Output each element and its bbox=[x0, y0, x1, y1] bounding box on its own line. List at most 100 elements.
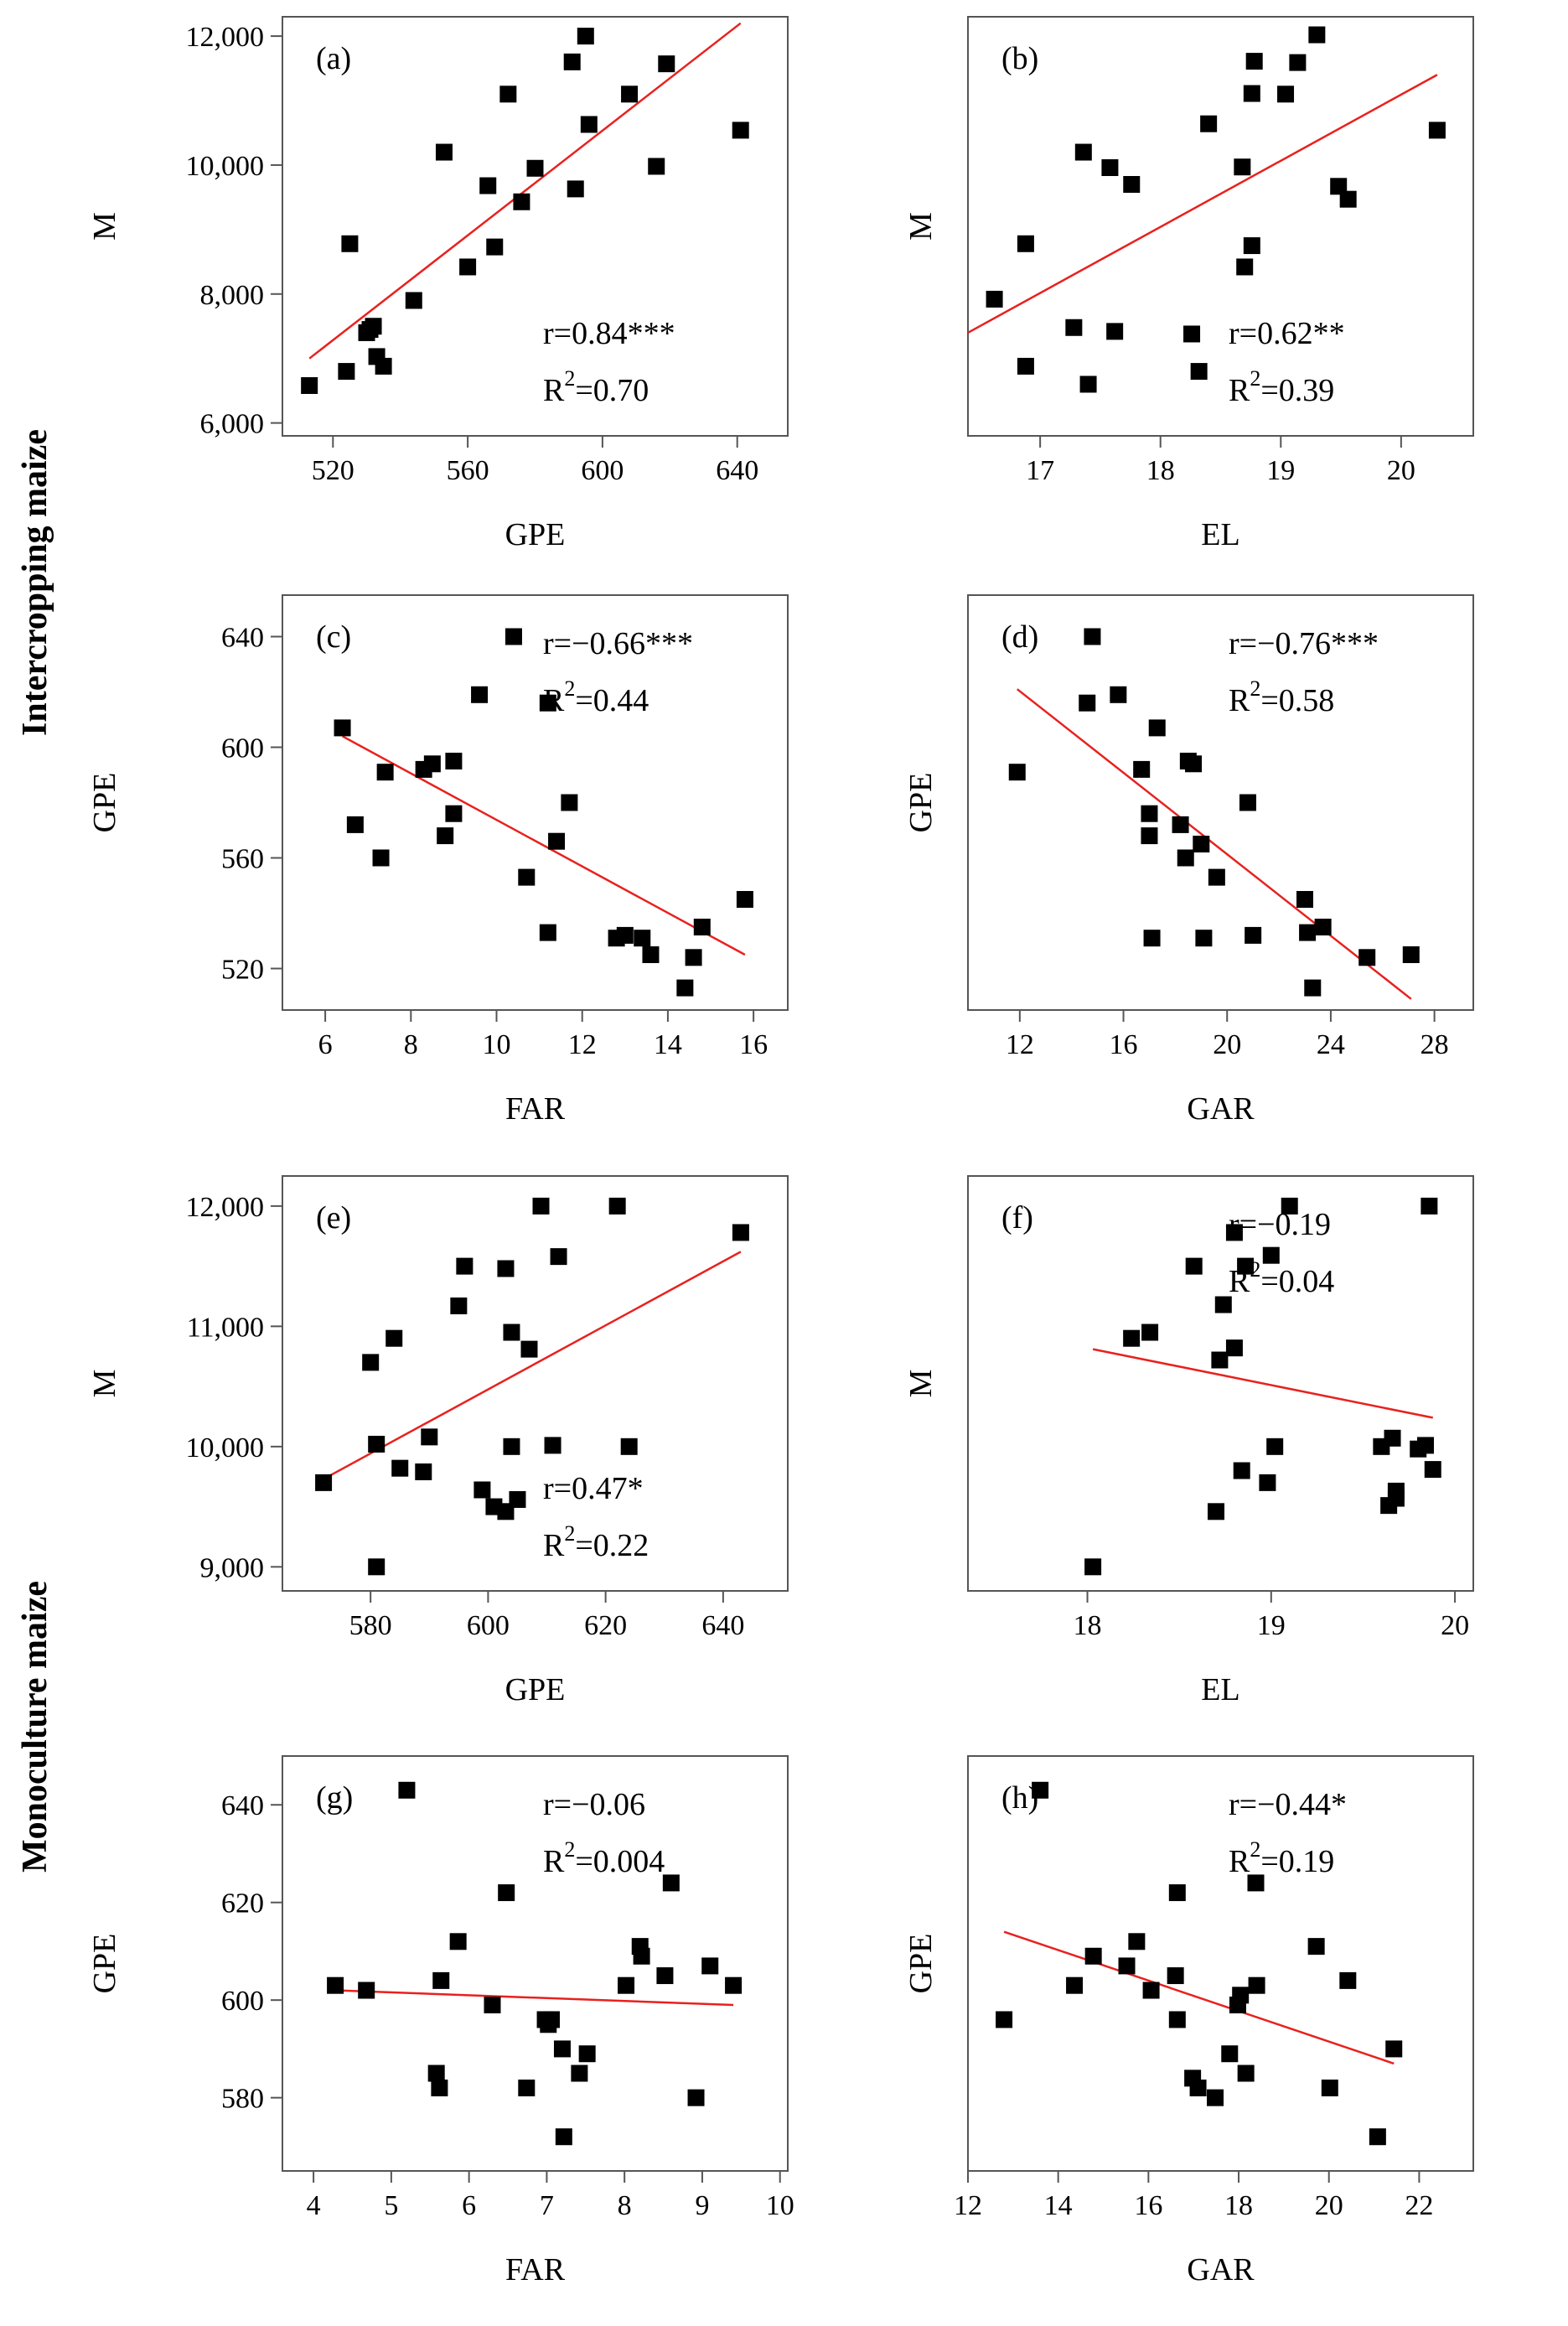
x-tick-label: 14 bbox=[654, 1029, 682, 1060]
data-point bbox=[1200, 115, 1218, 132]
regression-line bbox=[1016, 688, 1412, 1000]
data-point bbox=[1402, 946, 1420, 963]
data-point bbox=[1424, 1461, 1441, 1479]
data-point bbox=[1339, 190, 1357, 208]
data-point bbox=[648, 158, 665, 175]
data-point bbox=[338, 363, 355, 381]
data-point bbox=[539, 924, 556, 941]
panel-b: 17 18 19 20 EL M (b) r=0.62** R2=0.39 bbox=[903, 16, 1474, 552]
data-point bbox=[503, 1438, 520, 1455]
data-point bbox=[1185, 755, 1203, 773]
data-point bbox=[1307, 1938, 1325, 1956]
data-point bbox=[486, 238, 504, 256]
data-point bbox=[676, 979, 694, 997]
data-point bbox=[732, 122, 749, 139]
data-point bbox=[1017, 235, 1034, 252]
data-point bbox=[327, 1976, 344, 1994]
data-point bbox=[1247, 1874, 1265, 1892]
data-point bbox=[1066, 1976, 1084, 1994]
data-point bbox=[503, 1324, 520, 1341]
data-point bbox=[518, 2080, 536, 2096]
plot-frame bbox=[967, 1175, 1474, 1592]
data-point bbox=[561, 794, 578, 811]
data-point bbox=[415, 1463, 432, 1480]
data-point bbox=[1017, 357, 1034, 375]
data-point bbox=[1084, 1558, 1102, 1576]
data-point bbox=[1195, 930, 1213, 947]
x-tick-label: 9 bbox=[695, 2190, 709, 2221]
coefficient-r2: R2=0.70 bbox=[543, 366, 649, 408]
x-tick-label: 14 bbox=[1044, 2190, 1073, 2221]
data-point bbox=[432, 1971, 450, 1989]
y-axis-label: GPE bbox=[87, 773, 122, 833]
x-tick-label: 18 bbox=[1146, 455, 1175, 486]
data-point bbox=[1243, 85, 1260, 102]
panel-a: 520 560 600 640 6,000 8,000 10,000 12,000 GPE M (a… bbox=[87, 16, 789, 552]
data-point bbox=[1211, 1351, 1229, 1369]
data-point bbox=[479, 177, 497, 194]
data-point bbox=[1225, 1339, 1243, 1357]
data-point bbox=[1266, 1438, 1284, 1455]
data-point bbox=[421, 1428, 438, 1446]
panel-d: 12 16 20 24 28 GAR GPE (d) r=−0.76*** R2=0.58 bbox=[903, 594, 1474, 1127]
y-axis-label: M bbox=[903, 1370, 939, 1398]
data-point bbox=[1277, 85, 1295, 103]
data-point bbox=[1262, 1246, 1280, 1264]
data-point bbox=[518, 868, 536, 886]
data-point bbox=[1289, 54, 1307, 71]
x-tick-label: 16 bbox=[739, 1029, 768, 1060]
correlation-r: r=0.47* bbox=[543, 1471, 644, 1506]
data-point bbox=[497, 1260, 515, 1277]
y-axis-label: M bbox=[87, 212, 122, 241]
data-point bbox=[450, 1297, 468, 1314]
data-point bbox=[550, 1248, 567, 1266]
data-point bbox=[685, 949, 702, 966]
data-point bbox=[431, 2080, 448, 2096]
y-axis-label: GPE bbox=[903, 1934, 939, 1994]
data-point bbox=[484, 1997, 501, 2013]
data-point bbox=[542, 2011, 560, 2028]
plot-frame bbox=[967, 16, 1474, 437]
data-point bbox=[1123, 176, 1141, 193]
data-point bbox=[391, 1459, 409, 1477]
correlation-r: r=−0.19 bbox=[1229, 1207, 1331, 1242]
data-point bbox=[1387, 1482, 1405, 1500]
y-tick-label: 640 bbox=[221, 623, 264, 654]
data-point bbox=[634, 930, 651, 947]
x-tick-label: 22 bbox=[1405, 2190, 1433, 2221]
data-point bbox=[459, 258, 477, 276]
panel-h: 12 14 16 18 20 22 GAR GPE (h) r=−0.44* R2=0.19 bbox=[903, 1755, 1474, 2287]
data-point bbox=[456, 1257, 474, 1275]
y-tick-label: 10,000 bbox=[186, 1432, 265, 1463]
coefficient-r2: R2=0.04 bbox=[1229, 1257, 1334, 1299]
panel-label: (b) bbox=[1001, 41, 1038, 76]
data-point bbox=[509, 1490, 526, 1508]
data-point bbox=[1208, 1503, 1225, 1520]
x-tick-label: 18 bbox=[1224, 2190, 1253, 2221]
x-tick-label: 580 bbox=[349, 1610, 392, 1641]
x-tick-label: 7 bbox=[540, 2190, 554, 2221]
data-point bbox=[520, 1340, 538, 1358]
data-point bbox=[471, 686, 489, 703]
data-point bbox=[736, 891, 753, 908]
x-axis-label: EL bbox=[1201, 517, 1239, 552]
correlation-r: r=−0.06 bbox=[543, 1787, 645, 1822]
data-point bbox=[386, 1329, 403, 1347]
plot-frame bbox=[282, 594, 789, 1011]
data-point bbox=[362, 1354, 380, 1371]
data-point bbox=[1243, 237, 1260, 255]
panel-label: (c) bbox=[316, 619, 351, 655]
data-point bbox=[567, 180, 584, 198]
correlation-r: r=0.84*** bbox=[543, 316, 675, 351]
y-tick-label: 520 bbox=[221, 955, 264, 986]
coefficient-r2: R2=0.19 bbox=[1229, 1837, 1334, 1879]
data-point bbox=[732, 1224, 749, 1241]
data-point bbox=[553, 2040, 571, 2058]
data-point bbox=[578, 2045, 596, 2063]
data-point bbox=[1084, 1947, 1102, 1965]
x-axis-label: GAR bbox=[1187, 1091, 1255, 1127]
y-tick-label: 620 bbox=[221, 1888, 264, 1919]
row-group-label-intercropping: Intercropping maize bbox=[16, 429, 54, 736]
data-point bbox=[1190, 363, 1208, 381]
coefficient-r2: R2=0.22 bbox=[543, 1521, 649, 1563]
